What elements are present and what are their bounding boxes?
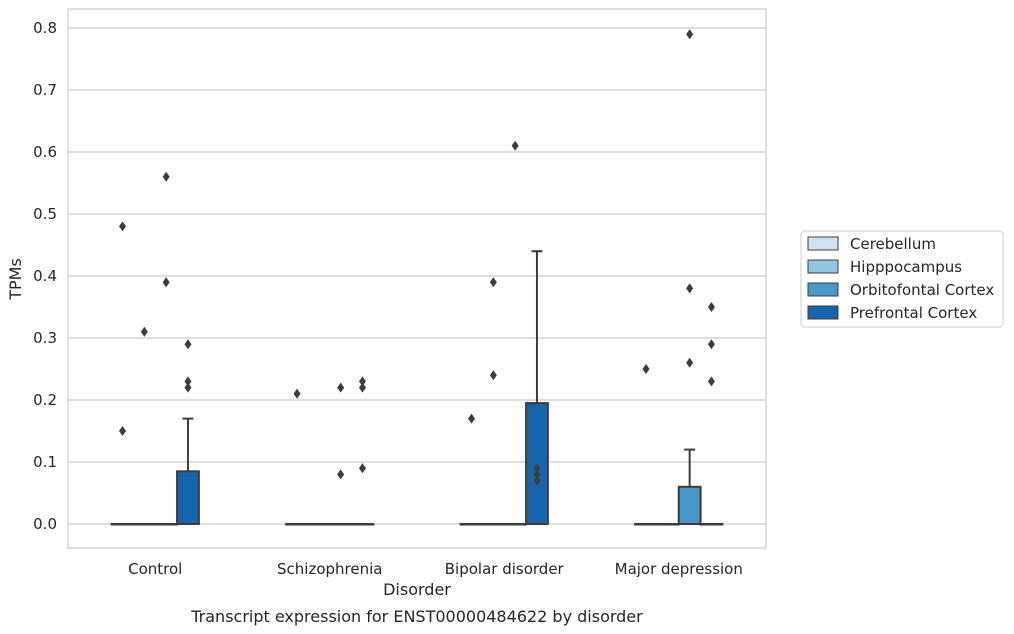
outlier-point xyxy=(533,475,541,486)
outlier-point xyxy=(686,29,694,40)
outlier-point xyxy=(119,426,127,436)
y-tick-label: 0.7 xyxy=(33,81,57,99)
outlier-point xyxy=(358,376,366,387)
legend-swatch xyxy=(807,259,839,274)
box-orbitofontal-cortex xyxy=(503,140,528,526)
box-cerebellum xyxy=(285,388,309,526)
legend-swatch xyxy=(807,236,839,251)
legend-label: Hipppocampus xyxy=(850,258,962,276)
y-tick-label: 0.2 xyxy=(33,391,57,409)
box-orbitofontal-cortex xyxy=(328,382,353,526)
outlier-point xyxy=(533,463,541,474)
box-cerebellum xyxy=(634,364,658,526)
legend: Cerebellum Hipppocampus Orbitofontal Corte… xyxy=(800,230,1004,328)
y-tick-label: 0.6 xyxy=(33,143,57,161)
legend-label: Prefrontal Cortex xyxy=(850,304,977,322)
outlier-point xyxy=(468,413,476,424)
outlier-point xyxy=(140,326,148,337)
legend-swatch xyxy=(807,305,839,320)
box-prefrontal-cortex xyxy=(699,302,724,526)
outlier-point xyxy=(511,140,519,151)
y-tick-label: 0.0 xyxy=(33,515,57,533)
outlier-point xyxy=(337,382,345,393)
x-tick-label: Schizophrenia xyxy=(277,560,382,578)
y-axis-label: TPMs xyxy=(6,258,25,301)
box-cerebellum xyxy=(110,221,135,526)
outlier-point xyxy=(337,469,345,480)
outlier-point xyxy=(707,302,715,312)
box-prefrontal-cortex xyxy=(176,339,200,525)
box-hipppocampus xyxy=(306,523,331,526)
box-hipppocampus xyxy=(481,277,506,526)
outlier-point xyxy=(162,171,170,182)
y-tick-label: 0.4 xyxy=(33,267,57,285)
box-prefrontal-cortex xyxy=(350,376,375,526)
y-tick-label: 0.8 xyxy=(33,19,57,37)
box xyxy=(677,485,702,525)
box-hipppocampus xyxy=(132,326,157,526)
legend-frame xyxy=(800,230,1004,328)
outlier-point xyxy=(489,370,497,381)
outlier-point xyxy=(358,382,366,393)
x-tick-label: Control xyxy=(128,560,182,578)
outlier-point xyxy=(707,376,715,387)
plot-frame xyxy=(67,8,767,549)
outlier-point xyxy=(293,388,301,399)
legend-label: Orbitofontal Cortex xyxy=(850,281,994,299)
box-hipppocampus xyxy=(655,523,680,526)
outlier-point xyxy=(686,357,694,368)
outlier-point xyxy=(119,221,127,232)
box-orbitofontal-cortex xyxy=(154,171,179,526)
outlier-point xyxy=(184,376,192,387)
outlier-point xyxy=(642,364,650,374)
outlier-point xyxy=(533,469,541,480)
box-prefrontal-cortex xyxy=(525,250,549,526)
y-axis-ticks: 0.0 0.1 0.2 0.3 0.4 0.5 0.6 0.7 0.8 xyxy=(33,19,57,533)
box-orbitofontal-cortex xyxy=(677,29,702,525)
x-axis-label: Disorder xyxy=(383,580,451,599)
y-tick-label: 0.3 xyxy=(33,329,57,347)
outlier-point xyxy=(358,463,366,474)
y-tick-label: 0.1 xyxy=(33,453,57,471)
chart-caption: Transcript expression for ENST0000048462… xyxy=(190,607,643,626)
legend-swatch xyxy=(807,282,839,297)
x-tick-label: Bipolar disorder xyxy=(445,560,565,578)
box-series xyxy=(110,29,724,526)
legend-label: Cerebellum xyxy=(850,235,936,253)
outlier-point xyxy=(489,277,497,288)
outlier-point xyxy=(707,339,715,350)
outlier-point xyxy=(184,339,192,350)
outlier-point xyxy=(184,382,192,393)
outlier-point xyxy=(686,283,694,294)
box xyxy=(176,470,200,525)
y-tick-label: 0.5 xyxy=(33,205,57,223)
x-axis-ticks: Control Schizophrenia Bipolar disorder Majo… xyxy=(128,560,743,578)
box-cerebellum xyxy=(459,413,484,526)
x-tick-label: Major depression xyxy=(615,560,743,578)
outlier-point xyxy=(162,277,170,288)
gridlines xyxy=(68,27,766,525)
